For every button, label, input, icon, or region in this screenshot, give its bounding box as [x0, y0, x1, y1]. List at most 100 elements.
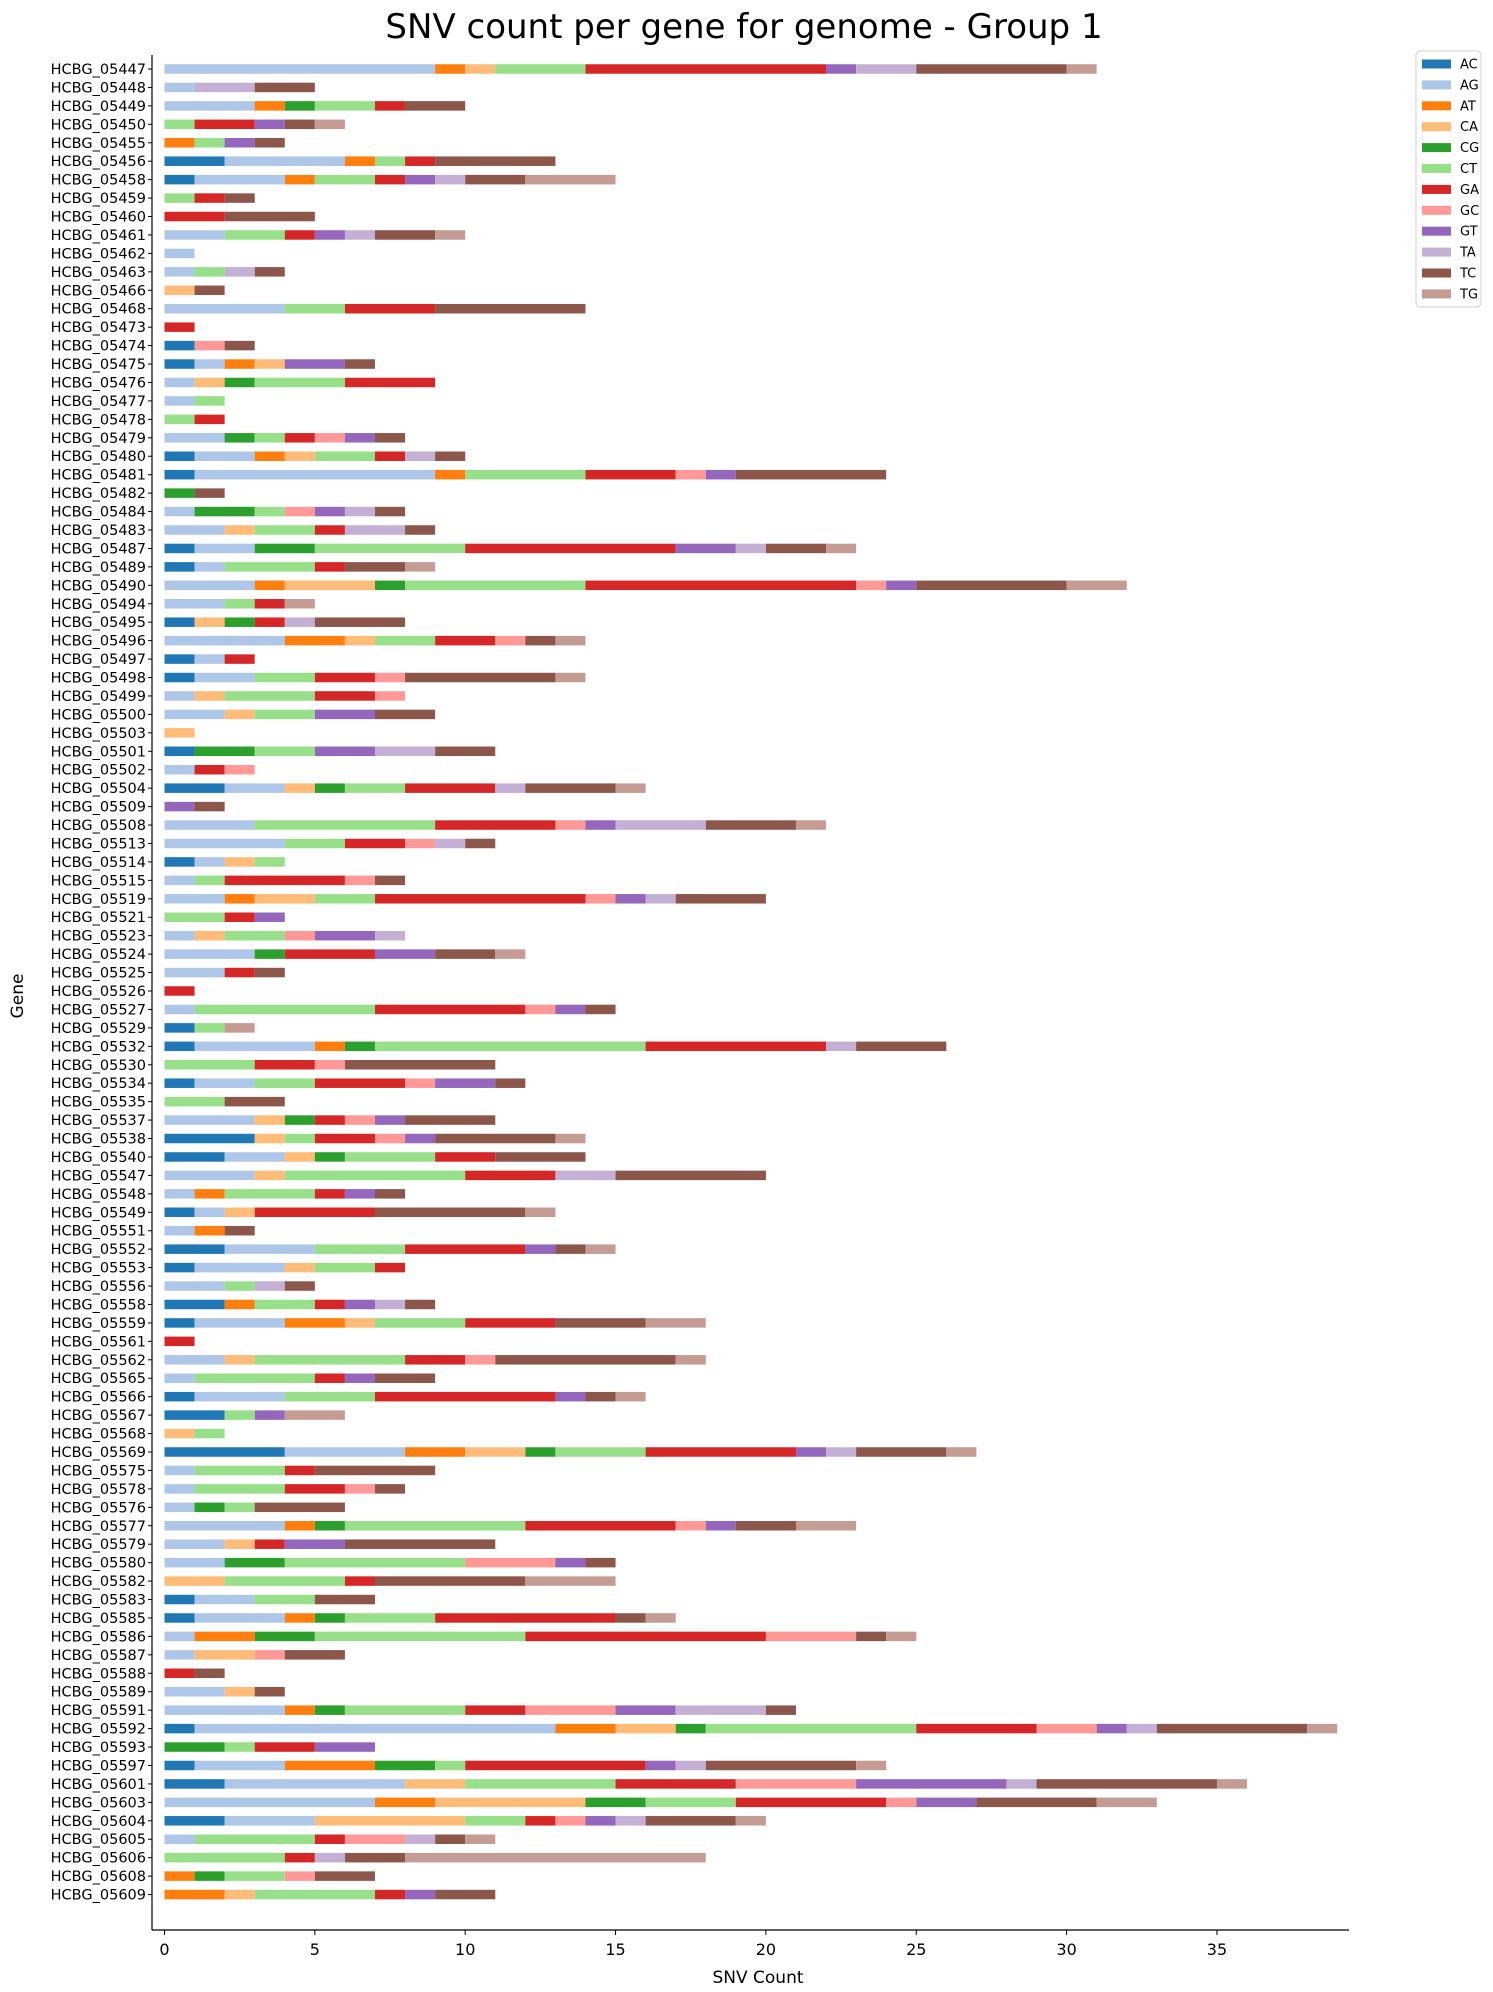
- bar-segment-HCBG_05477-AG: [164, 396, 195, 406]
- bar-segment-HCBG_05601-GC: [735, 1779, 857, 1789]
- bar-segment-HCBG_05495-TA: [284, 617, 315, 627]
- bar-segment-HCBG_05475-CA: [254, 359, 285, 369]
- bar-segment-HCBG_05489-AG: [194, 562, 225, 572]
- bar-segment-HCBG_05481-CT: [465, 469, 586, 480]
- y-tick-label: HCBG_05461: [51, 228, 146, 244]
- bar-segment-HCBG_05606-TG: [405, 1852, 706, 1863]
- bar-segment-HCBG_05461-TG: [435, 230, 466, 240]
- bar-segment-HCBG_05608-CG: [194, 1871, 225, 1881]
- bar-segment-HCBG_05480-GA: [374, 451, 406, 461]
- bar-segment-HCBG_05504-CG: [314, 783, 345, 793]
- bar-segment-HCBG_05481-GA: [585, 469, 676, 480]
- bar-segment-HCBG_05514-AG: [194, 857, 225, 867]
- bar-segment-HCBG_05569-TG: [946, 1447, 977, 1457]
- bar-segment-HCBG_05556-AG: [164, 1281, 225, 1291]
- bar-segment-HCBG_05490-TG: [1066, 580, 1127, 591]
- bar-segment-HCBG_05592-GC: [1036, 1723, 1097, 1734]
- bar-segment-HCBG_05450-GA: [194, 119, 255, 130]
- bar-segment-HCBG_05592-AG: [194, 1723, 556, 1734]
- bar-segment-HCBG_05496-TC: [525, 635, 556, 646]
- bar-segment-HCBG_05597-CG: [374, 1760, 436, 1771]
- bar-segment-HCBG_05583-CT: [254, 1594, 315, 1605]
- bar-segment-HCBG_05461-GT: [314, 230, 345, 240]
- bar-segment-HCBG_05496-TG: [555, 635, 586, 646]
- bar-segment-HCBG_05508-TG: [795, 820, 827, 830]
- bar-segment-HCBG_05579-TC: [344, 1539, 496, 1549]
- bar-segment-HCBG_05458-AT: [284, 174, 315, 185]
- bar-segment-HCBG_05609-CT: [254, 1889, 375, 1900]
- bar-segment-HCBG_05565-CT: [194, 1373, 315, 1383]
- bar-segment-HCBG_05513-CT: [284, 838, 345, 849]
- bar-segment-HCBG_05597-AC: [164, 1760, 195, 1771]
- bar-segment-HCBG_05534-GA: [314, 1078, 406, 1088]
- bar-segment-HCBG_05559-CT: [374, 1318, 466, 1328]
- bar-segment-HCBG_05519-TA: [645, 894, 676, 904]
- bar-segment-HCBG_05556-CT: [224, 1281, 255, 1291]
- bar-segment-HCBG_05592-CG: [675, 1723, 706, 1734]
- bar-segment-HCBG_05483-GA: [314, 525, 345, 535]
- bar-segment-HCBG_05496-AG: [164, 635, 285, 646]
- bar-segment-HCBG_05580-CG: [224, 1557, 285, 1568]
- bar-segment-HCBG_05562-CA: [224, 1355, 255, 1365]
- bar-segment-HCBG_05498-GA: [314, 672, 375, 683]
- y-tick-label: HCBG_05552: [51, 1242, 146, 1258]
- bar-segment-HCBG_05490-AG: [164, 580, 255, 591]
- y-tick-label: HCBG_05462: [51, 246, 146, 262]
- bar-segment-HCBG_05586-AG: [164, 1631, 195, 1642]
- bar-segment-HCBG_05523-AG: [164, 930, 195, 941]
- bar-segment-HCBG_05577-GT: [705, 1521, 736, 1531]
- bar-segment-HCBG_05448-AG: [164, 82, 195, 93]
- bar-segment-HCBG_05524-GT: [374, 949, 436, 959]
- bar-segment-HCBG_05476-CT: [254, 377, 345, 388]
- bar-segment-HCBG_05580-GT: [555, 1557, 586, 1568]
- bar-segment-HCBG_05588-TC: [194, 1668, 225, 1679]
- bar-segment-HCBG_05587-AG: [164, 1650, 195, 1660]
- y-tick-label: HCBG_05525: [51, 966, 146, 982]
- y-tick-label: HCBG_05601: [51, 1777, 146, 1793]
- bar-segment-HCBG_05447-GT: [826, 64, 857, 74]
- bar-segment-HCBG_05474-AC: [164, 340, 195, 351]
- bar-segment-HCBG_05466-TC: [194, 285, 225, 296]
- bar-segment-HCBG_05608-GC: [284, 1871, 315, 1881]
- bar-segment-HCBG_05450-GT: [254, 119, 285, 130]
- bar-segment-HCBG_05495-GA: [254, 617, 285, 627]
- bar-segment-HCBG_05534-AC: [164, 1078, 195, 1088]
- bar-segment-HCBG_05578-CT: [194, 1484, 285, 1494]
- bar-segment-HCBG_05501-CT: [254, 746, 315, 757]
- y-tick-label: HCBG_05579: [51, 1537, 146, 1553]
- bar-segment-HCBG_05566-TG: [615, 1391, 646, 1402]
- bar-segment-HCBG_05479-CG: [224, 433, 255, 443]
- bar-segment-HCBG_05508-GA: [435, 820, 556, 830]
- bar-segment-HCBG_05490-GA: [585, 580, 857, 591]
- y-tick-label: HCBG_05593: [51, 1740, 146, 1756]
- bar-segment-HCBG_05568-CA: [164, 1428, 195, 1439]
- bar-segment-HCBG_05609-TC: [435, 1889, 496, 1900]
- bar-segment-HCBG_05605-TA: [405, 1834, 436, 1844]
- bar-segment-HCBG_05601-AC: [164, 1779, 225, 1789]
- bar-segment-HCBG_05481-GT: [705, 469, 736, 480]
- bar-segment-HCBG_05483-TA: [344, 525, 406, 535]
- bar-segment-HCBG_05552-AG: [224, 1244, 315, 1254]
- bar-segment-HCBG_05515-GC: [344, 875, 375, 886]
- bar-segment-HCBG_05456-AC: [164, 156, 225, 166]
- bar-segment-HCBG_05538-CA: [254, 1133, 285, 1144]
- bar-segment-HCBG_05524-CG: [254, 949, 285, 959]
- y-tick-label: HCBG_05480: [51, 449, 146, 465]
- legend-swatch-AT: [1422, 101, 1451, 111]
- bar-segment-HCBG_05558-TA: [374, 1299, 406, 1310]
- bar-segment-HCBG_05566-GA: [374, 1391, 556, 1402]
- bar-segment-HCBG_05601-TC: [1036, 1779, 1217, 1789]
- x-axis-label: SNV Count: [712, 1968, 803, 1988]
- bar-segment-HCBG_05580-CT: [284, 1557, 466, 1568]
- bar-segment-HCBG_05537-CA: [254, 1115, 285, 1125]
- legend-swatch-CT: [1422, 164, 1451, 173]
- bar-segment-HCBG_05585-TC: [615, 1613, 646, 1623]
- bar-segment-HCBG_05551-AG: [164, 1225, 195, 1236]
- y-tick-label: HCBG_05527: [51, 1002, 146, 1018]
- y-tick-label: HCBG_05459: [51, 191, 146, 207]
- bar-segment-HCBG_05603-TC: [976, 1797, 1097, 1808]
- bar-segment-HCBG_05538-AC: [164, 1133, 255, 1144]
- bar-segment-HCBG_05456-GA: [405, 156, 436, 166]
- bar-segment-HCBG_05500-CT: [254, 709, 315, 720]
